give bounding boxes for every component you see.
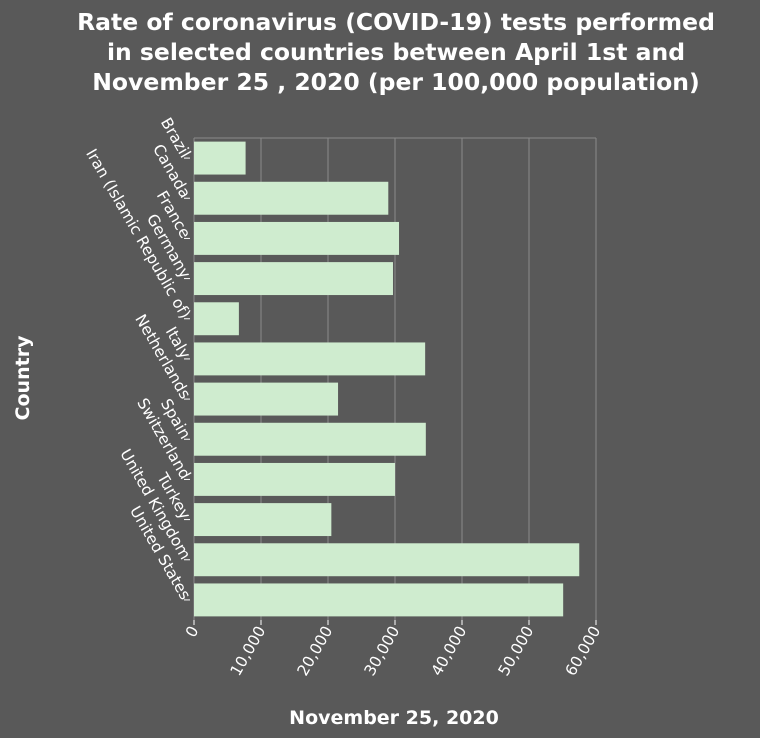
bar: [194, 262, 393, 296]
bar: [194, 221, 400, 255]
bars: [194, 141, 580, 617]
bar: [194, 503, 332, 537]
bar: [194, 543, 580, 577]
x-axis-ticks: 0 10,000 20,000 30,000 40,000 50,000 60,000: [182, 620, 605, 679]
x-tick-label: 60,000: [562, 623, 605, 679]
bar: [194, 302, 239, 336]
bar: [194, 342, 426, 376]
bar: [194, 181, 389, 215]
chart-title-line-2: in selected countries between April 1st …: [107, 38, 685, 66]
x-tick-label: 10,000: [227, 623, 270, 679]
x-axis-title: November 25, 2020: [289, 707, 499, 729]
bar: [194, 462, 395, 496]
bar: [194, 141, 246, 175]
x-tick-label: 50,000: [495, 623, 538, 679]
gridlines: [193, 137, 597, 620]
bar: [194, 583, 564, 617]
x-tick-label: 30,000: [361, 623, 404, 679]
chart-title: Rate of coronavirus (COVID-19) tests per…: [77, 8, 715, 96]
chart-title-line-1: Rate of coronavirus (COVID-19) tests per…: [77, 8, 715, 36]
bar: [194, 382, 339, 416]
x-tick-label: 20,000: [294, 623, 337, 679]
y-axis-title: Country: [12, 335, 34, 421]
bar: [194, 422, 426, 456]
x-tick-label: 0: [182, 623, 203, 641]
x-tick-label: 40,000: [428, 623, 471, 679]
chart-title-line-3: November 25 , 2020 (per 100,000 populati…: [92, 68, 700, 96]
